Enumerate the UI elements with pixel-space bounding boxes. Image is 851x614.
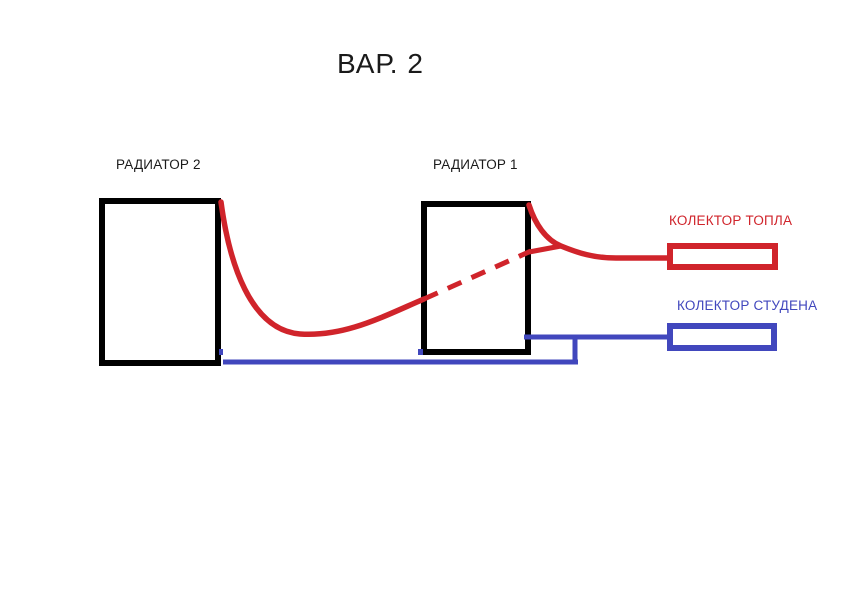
cold-pipe-stub-right: [418, 349, 423, 355]
page-title: ВАР. 2: [337, 48, 424, 79]
cold-collector-box: [667, 323, 777, 351]
hot-pipe-junction-segment: [526, 243, 564, 255]
hot-collector-label: КОЛЕКТОР ТОПЛА: [669, 213, 793, 228]
hot-pipe-to-collector: [526, 202, 673, 261]
hot-pipe-dashed-through-radiator-1: [422, 248, 533, 302]
cold-pipe-stub-left: [219, 349, 223, 355]
radiator-2-box: [99, 198, 221, 366]
radiator-1-label: РАДИАТОР 1: [433, 157, 518, 172]
radiator-2-label: РАДИАТОР 2: [116, 157, 201, 172]
hot-collector-box: [667, 243, 778, 270]
hot-pipe-from-radiator-2: [218, 199, 427, 338]
cold-collector-label: КОЛЕКТОР СТУДЕНА: [677, 298, 818, 313]
